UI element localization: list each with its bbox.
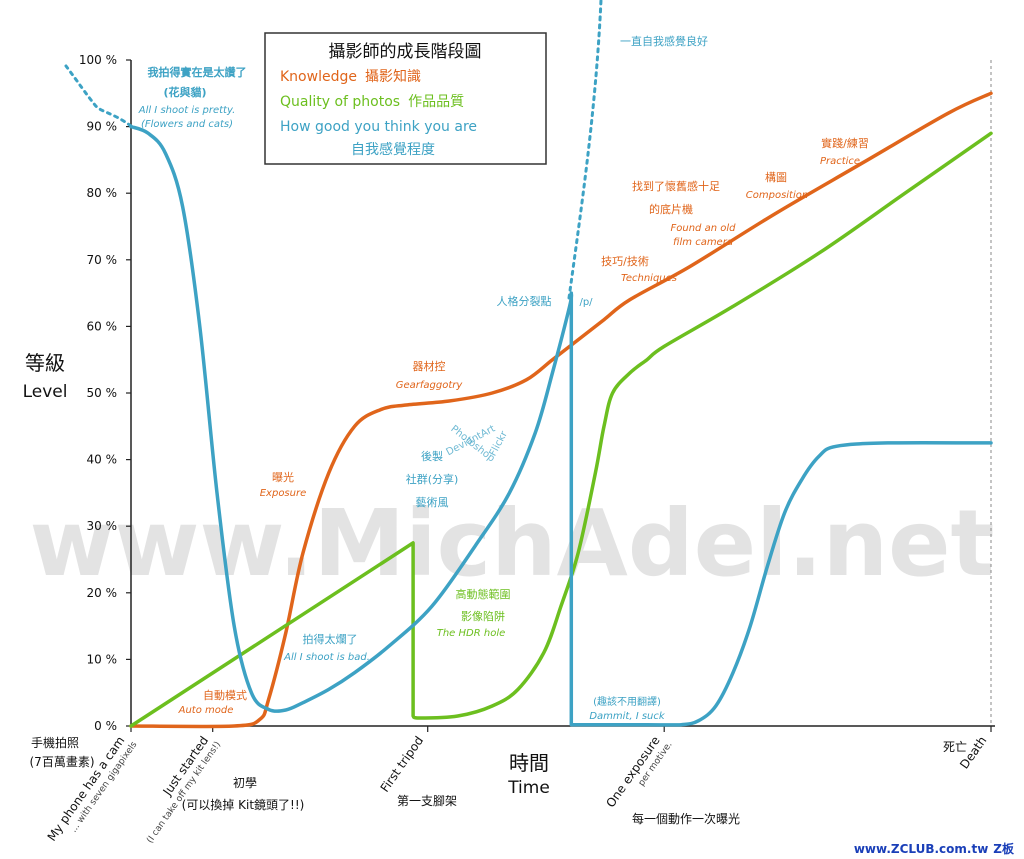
y-tick-label: 20 % xyxy=(87,586,118,600)
x-axis-label-cn: 時間 xyxy=(509,751,549,775)
x-tick-label-cn2: (7百萬畫素) xyxy=(30,754,95,769)
ann-exposure-en: Exposure xyxy=(260,488,307,499)
ann-auto-cn: 自動模式 xyxy=(203,688,247,702)
ann-hdr-cn2: 影像陷阱 xyxy=(461,609,505,623)
ann-tech-en: Techniques xyxy=(621,273,677,284)
ann-comp-en: Composition xyxy=(746,190,808,201)
self-perception-dotted-start xyxy=(64,64,133,128)
ann-oldcam-en2: film camera xyxy=(673,237,733,248)
x-tick-label-cn: 死亡 xyxy=(943,740,967,754)
chart-title: 攝影師的成長階段圖 xyxy=(329,42,482,62)
ann-social-cn1: 後製 xyxy=(421,449,443,463)
y-axis-label: Level xyxy=(23,382,68,402)
annotations-knowledge: 自動模式 Auto mode 曝光 Exposure 器材控 Gearfaggo… xyxy=(178,136,869,716)
footer-site: www.ZCLUB.com.tw Z板 xyxy=(854,841,1015,856)
ann-exposure-cn: 曝光 xyxy=(272,470,294,484)
ann-bad-cn: 拍得太爛了 xyxy=(303,632,358,646)
ann-oldcam-en1: Found an old xyxy=(671,223,737,234)
self-perception-dotted-end xyxy=(567,0,603,300)
x-tick-label-cn: 每一個動作一次曝光 xyxy=(632,811,740,826)
x-axis-label: Time xyxy=(507,778,550,798)
ann-practice-en: Practice xyxy=(820,156,860,167)
x-tick-label-cn: 第一支腳架 xyxy=(397,794,457,808)
ann-pretty-en1: All I shoot is pretty. xyxy=(138,105,236,116)
ann-auto-en: Auto mode xyxy=(178,705,234,716)
legend-knowledge: Knowledge 攝影知識 xyxy=(280,68,421,85)
x-tick-label: My phone has a cam xyxy=(45,734,128,844)
ann-gear-cn: 器材控 xyxy=(413,359,446,373)
annotations-selfperception: 我拍得實在是太讚了 (花與貓) All I shoot is pretty. (… xyxy=(138,34,708,722)
legend-box xyxy=(264,32,547,165)
ann-pretty-cn2: (花與貓) xyxy=(163,85,206,99)
series-self-perception xyxy=(129,124,993,727)
ann-hdr-en: The HDR hole xyxy=(437,628,506,639)
y-tick-label: 50 % xyxy=(87,386,118,400)
x-tick-label: First tripod xyxy=(378,734,427,795)
y-tick-label: 90 % xyxy=(87,120,118,134)
ann-oldcam-cn2: 的底片機 xyxy=(649,202,693,216)
ann-pretty-cn1: 我拍得實在是太讚了 xyxy=(148,65,247,79)
ann-hdr-cn1: 高動態範圍 xyxy=(456,587,511,601)
ann-dammit-cn: (趣該不用翻譯) xyxy=(593,695,661,708)
y-tick-label: 40 % xyxy=(87,453,118,467)
x-tick-label-cn: 初學 xyxy=(233,776,257,790)
ann-practice-cn: 實踐/練習 xyxy=(821,136,869,150)
ann-oldcam-cn1: 找到了懷舊感十足 xyxy=(632,179,720,193)
ann-tech-cn: 技巧/技術 xyxy=(601,255,649,268)
legend: 攝影師的成長階段圖 Knowledge 攝影知識 Quality of photo… xyxy=(264,32,547,165)
series-lines xyxy=(129,91,993,729)
legend-selfperception-cn: 自我感覺程度 xyxy=(351,141,435,158)
ann-split-en: /p/ xyxy=(579,297,593,308)
series-quality xyxy=(129,131,993,728)
y-tick-label: 10 % xyxy=(87,652,118,666)
ann-comp-cn: 構圖 xyxy=(765,171,787,184)
ann-bad-en: All I shoot is bad. xyxy=(283,652,370,663)
y-tick-label: 70 % xyxy=(87,253,118,267)
y-tick-label: 100 % xyxy=(79,53,117,67)
x-tick-label-cn2: (可以換掉 Kit鏡頭了!!) xyxy=(182,797,305,812)
y-tick-label: 80 % xyxy=(87,186,118,200)
ann-dammit-en: Dammit, I suck xyxy=(589,711,666,722)
series-knowledge xyxy=(129,91,993,729)
y-tick-label: 30 % xyxy=(87,519,118,533)
annotations-quality: 高動態範圍 影像陷阱 The HDR hole xyxy=(437,587,511,639)
ann-feelgood-cn: 一直自我感覺良好 xyxy=(620,34,708,48)
legend-quality: Quality of photos 作品品質 xyxy=(280,94,464,110)
y-tick-label: 0 % xyxy=(94,719,117,733)
y-ticks: 0 % 10 % 20 % 30 % 40 % 50 % 60 % 70 % 80 % 90 % 1… xyxy=(79,53,131,733)
watermark: www.MichAdel.net xyxy=(30,490,995,597)
ann-social-cn3: 藝術風 xyxy=(416,496,449,509)
ann-gear-en: Gearfaggotry xyxy=(396,380,464,391)
ann-social-cn2: 社群(分享) xyxy=(406,472,459,486)
legend-selfperception: How good you think you are xyxy=(280,119,477,135)
x-tick-label-cn: 手機拍照 xyxy=(31,735,79,750)
y-axis-label-cn: 等級 xyxy=(25,351,65,375)
ann-split-cn: 人格分裂點 xyxy=(497,294,552,308)
y-tick-label: 60 % xyxy=(87,319,118,333)
ann-pretty-en2: (Flowers and cats) xyxy=(141,119,233,130)
